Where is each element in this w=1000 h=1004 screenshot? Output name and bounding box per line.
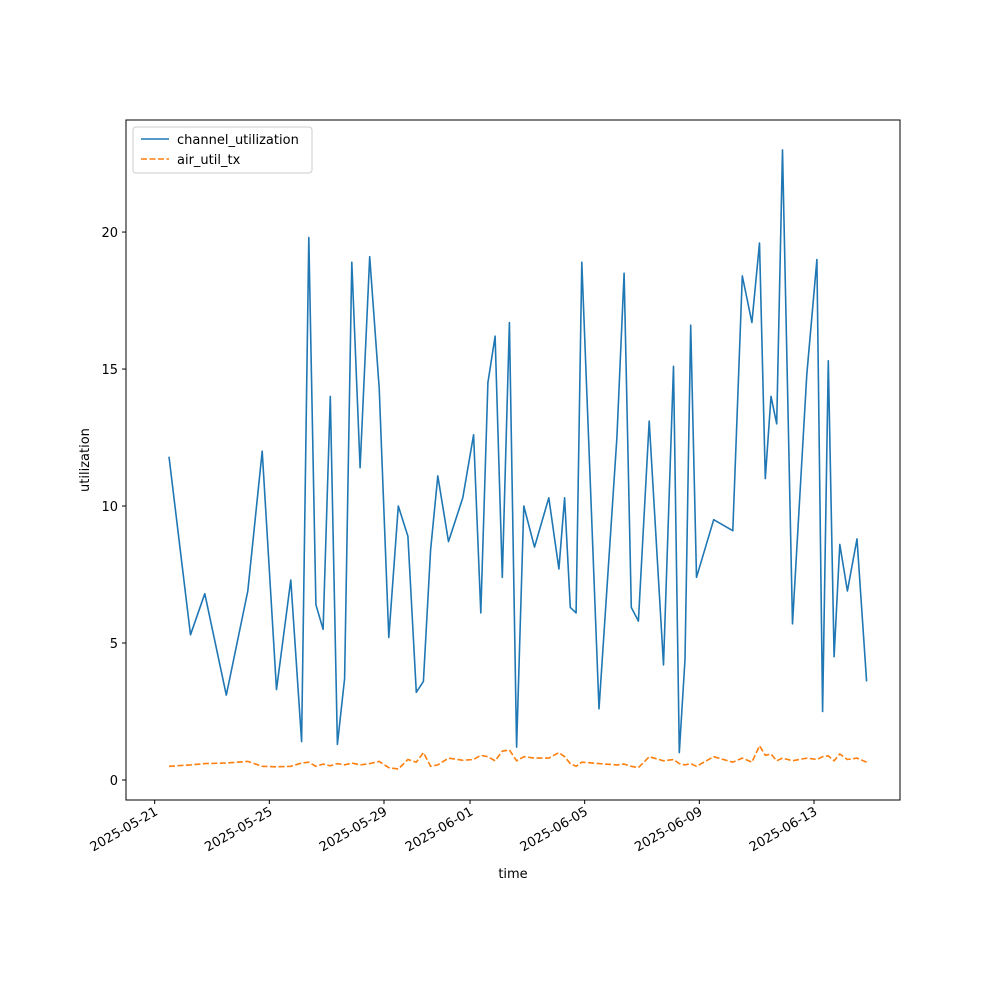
y-tick-label: 20	[101, 226, 118, 241]
y-tick-label: 15	[101, 363, 118, 378]
x-tick-label: 2025-06-13	[747, 804, 820, 855]
x-tick-label: 2025-06-01	[403, 804, 476, 855]
y-tick-label: 5	[110, 637, 118, 652]
x-tick-label: 2025-06-05	[518, 804, 591, 855]
plot-frame	[125, 119, 901, 801]
legend-label: air_util_tx	[177, 153, 241, 168]
y-tick-label: 10	[101, 500, 118, 515]
y-tick-label: 0	[110, 774, 118, 789]
x-tick-label: 2025-05-29	[317, 804, 390, 855]
legend-label: channel_utilization	[177, 133, 299, 148]
x-tick-label: 2025-06-09	[632, 804, 705, 855]
series-line	[168, 744, 867, 770]
x-tick-label: 2025-05-21	[88, 804, 161, 855]
legend-box	[132, 126, 313, 174]
y-axis-label: utilization	[78, 428, 93, 492]
series-line	[168, 149, 868, 754]
x-axis-label: time	[498, 867, 527, 882]
x-tick-label: 2025-05-25	[202, 804, 275, 855]
legend: channel_utilization air_util_tx	[132, 126, 313, 174]
